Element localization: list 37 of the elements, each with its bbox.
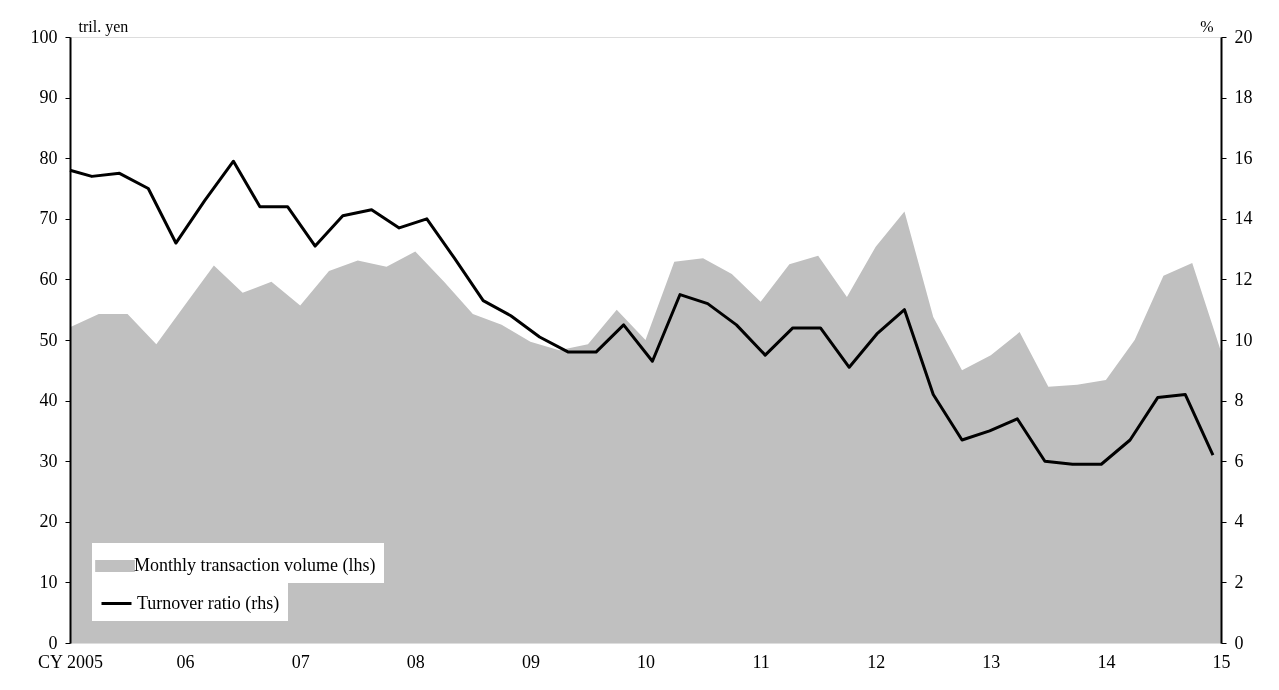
y-axis-title: tril. yen (78, 17, 129, 36)
y2-axis-title: % (1200, 17, 1214, 35)
x-tick-label: 07 (291, 651, 310, 672)
legend-label: Turnover ratio (rhs) (137, 592, 280, 614)
x-tick-label: 06 (176, 651, 195, 672)
x-tick-label: CY 2005 (38, 651, 103, 672)
y-tick-label: 80 (39, 147, 58, 168)
y2-tick-label: 20 (1234, 26, 1253, 47)
y-tick-label: 50 (39, 329, 58, 350)
x-tick-label: 12 (867, 651, 886, 672)
x-tick-label: 09 (521, 651, 540, 672)
y2-tick-label: 6 (1234, 450, 1244, 471)
y2-tick-label: 4 (1234, 511, 1244, 532)
y2-tick-label: 18 (1234, 87, 1253, 108)
y-tick-label: 60 (39, 268, 58, 289)
y-tick-label: 40 (39, 390, 58, 411)
y-tick-label: 90 (39, 87, 58, 108)
x-tick-label: 15 (1212, 651, 1231, 672)
x-tick-label: 08 (406, 651, 425, 672)
y-tick-label: 0 (48, 632, 58, 653)
x-tick-label: 11 (752, 651, 770, 672)
x-tick-label: 13 (982, 651, 1001, 672)
y2-tick-label: 2 (1234, 571, 1244, 592)
x-tick-label: 10 (637, 651, 655, 672)
y2-tick-label: 10 (1234, 329, 1253, 350)
legend-label: Monthly transaction volume (lhs) (134, 555, 376, 576)
y2-tick-label: 14 (1234, 208, 1253, 229)
y2-tick-label: 0 (1234, 632, 1244, 653)
y-tick-label: 30 (39, 450, 58, 471)
y-tick-label: 20 (39, 511, 58, 532)
y-tick-label: 10 (39, 571, 58, 592)
y-tick-label: 100 (30, 26, 58, 47)
y2-tick-label: 8 (1234, 390, 1244, 411)
y2-tick-label: 16 (1234, 147, 1253, 168)
y2-tick-label: 12 (1234, 268, 1253, 289)
y-tick-label: 70 (39, 208, 58, 229)
x-tick-label: 14 (1097, 651, 1116, 672)
